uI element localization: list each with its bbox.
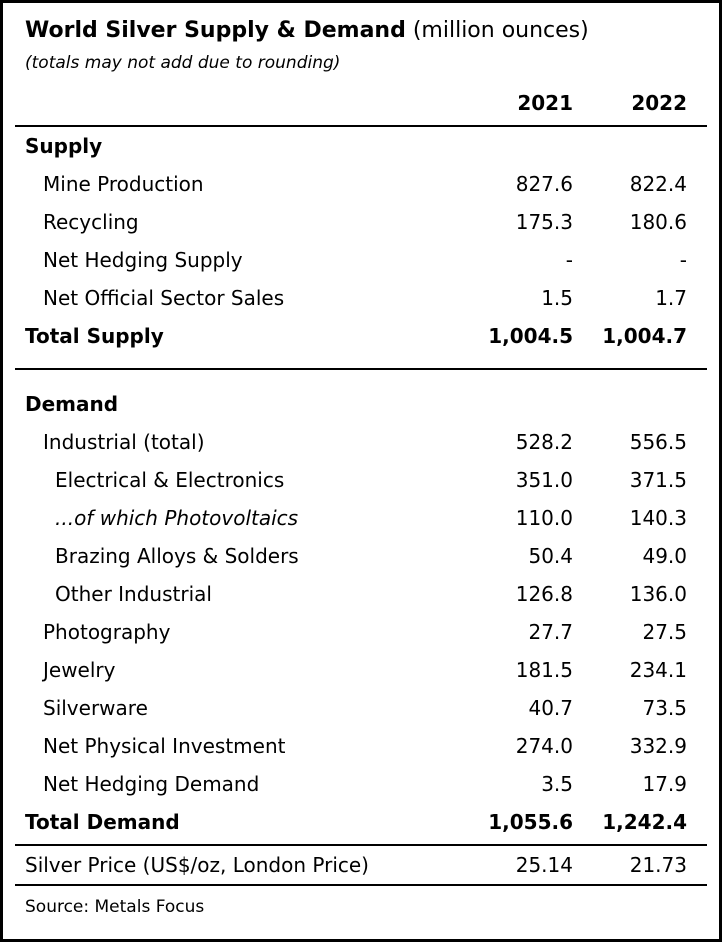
total-demand-row: Total Demand 1,055.6 1,242.4 [3,803,719,841]
table-row: Electrical & Electronics 351.0 371.5 [3,461,719,499]
section-header-demand: Demand [3,385,719,423]
value-2022: 180.6 [629,209,687,234]
total-supply-row: Total Supply 1,004.5 1,004.7 [3,317,719,355]
value-2022: 17.9 [642,771,687,796]
page-title: World Silver Supply & Demand (million ou… [3,3,719,45]
value-2021: 274.0 [515,733,573,758]
value-2021: 126.8 [515,581,573,606]
table-row: Silverware 40.7 73.5 [3,689,719,727]
row-label: Silver Price (US$/oz, London Price) [25,852,369,877]
value-2021: 351.0 [515,467,573,492]
col-header-2021: 2021 [517,90,573,115]
value-2021: 25.14 [515,852,573,877]
table-row: Mine Production 827.6 822.4 [3,165,719,203]
table-row: Other Industrial 126.8 136.0 [3,575,719,613]
table-row: Recycling 175.3 180.6 [3,203,719,241]
row-label: Net Physical Investment [43,733,286,758]
value-2022: 332.9 [629,733,687,758]
row-label: Brazing Alloys & Solders [55,543,299,568]
value-2022: 1.7 [655,285,687,310]
rounding-note: (totals may not add due to rounding) [25,52,341,73]
value-2021: 1,004.5 [488,323,573,348]
row-label: Electrical & Electronics [55,467,285,492]
value-2021: 1.5 [541,285,573,310]
row-label: Other Industrial [55,581,212,606]
silver-price-row: Silver Price (US$/oz, London Price) 25.1… [3,846,719,884]
row-label: Total Demand [25,809,180,834]
value-2021: 175.3 [515,209,573,234]
row-label: Industrial (total) [43,429,205,454]
value-2022: 822.4 [629,171,687,196]
section-header-supply: Supply [3,127,719,165]
row-label: Mine Production [43,171,204,196]
value-2022: 27.5 [642,619,687,644]
row-label: ...of which Photovoltaics [55,505,299,530]
table-row: Industrial (total) 528.2 556.5 [3,423,719,461]
row-label: Net Hedging Demand [43,771,260,796]
table-row: Brazing Alloys & Solders 50.4 49.0 [3,537,719,575]
value-2022: 21.73 [629,852,687,877]
value-2022: 1,242.4 [602,809,687,834]
value-2022: - [679,247,687,272]
price-divider-top [15,843,707,846]
value-2022: 136.0 [629,581,687,606]
section-label: Demand [25,391,119,416]
row-label: Total Supply [25,323,164,348]
section-label: Supply [25,133,103,158]
value-2021: - [565,247,573,272]
header-divider [15,124,707,127]
column-header-row: 2021 2022 [3,81,719,125]
value-2021: 827.6 [515,171,573,196]
row-label: Silverware [43,695,148,720]
table-row: Jewelry 181.5 234.1 [3,651,719,689]
title-unit: (million ounces) [412,18,589,43]
title-main: World Silver Supply & Demand [25,18,406,43]
table-row: ...of which Photovoltaics 110.0 140.3 [3,499,719,537]
source-note: Source: Metals Focus [25,896,205,917]
value-2021: 50.4 [528,543,573,568]
value-2022: 49.0 [642,543,687,568]
row-label: Net Official Sector Sales [43,285,285,310]
value-2021: 27.7 [528,619,573,644]
table-row: Photography 27.7 27.5 [3,613,719,651]
table-row: Net Hedging Demand 3.5 17.9 [3,765,719,803]
row-label: Recycling [43,209,139,234]
value-2021: 181.5 [515,657,573,682]
value-2021: 3.5 [541,771,573,796]
value-2021: 40.7 [528,695,573,720]
value-2022: 234.1 [629,657,687,682]
value-2021: 110.0 [515,505,573,530]
value-2021: 528.2 [515,429,573,454]
table-row: Net Hedging Supply - - [3,241,719,279]
row-label: Jewelry [43,657,116,682]
value-2022: 556.5 [629,429,687,454]
value-2022: 140.3 [629,505,687,530]
table-row: Net Physical Investment 274.0 332.9 [3,727,719,765]
row-label: Net Hedging Supply [43,247,243,272]
price-divider-bottom [15,883,707,886]
value-2022: 1,004.7 [602,323,687,348]
table-row: Net Official Sector Sales 1.5 1.7 [3,279,719,317]
row-label: Photography [43,619,171,644]
value-2022: 371.5 [629,467,687,492]
col-header-2022: 2022 [631,90,687,115]
value-2022: 73.5 [642,695,687,720]
section-divider [15,367,707,370]
value-2021: 1,055.6 [488,809,573,834]
